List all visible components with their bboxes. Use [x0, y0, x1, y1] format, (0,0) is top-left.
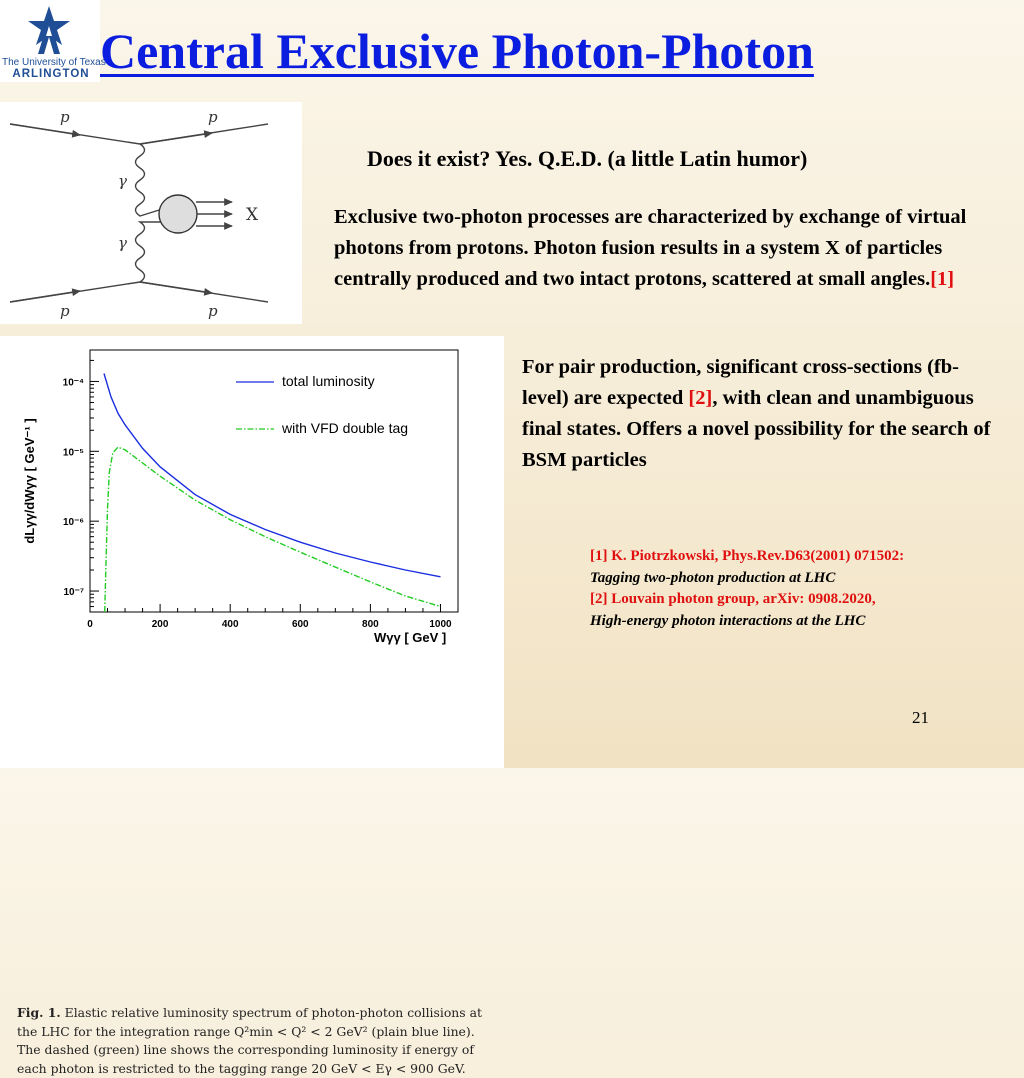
plot-frame: [89, 349, 459, 613]
y-axis-label: dLγγ/dWγγ [ GeV⁻¹ ]: [22, 418, 37, 543]
paragraph-two-photon: Exclusive two-photon processes are chara…: [334, 202, 994, 295]
x-tick-label: 600: [292, 619, 309, 630]
reference-1-title: Tagging two-photon production at LHC: [590, 569, 836, 586]
star-a-logo-icon: [28, 6, 70, 54]
y-tick-label: 10⁻⁷: [63, 587, 84, 598]
paragraph-pair-text-b: , with clean and unambiguous final state…: [522, 387, 991, 471]
feynman-diagram: p p p p γ γ X: [0, 102, 302, 324]
legend-total-luminosity: total luminosity: [282, 373, 375, 389]
x-tick-label: 0: [87, 619, 93, 630]
label-x: X: [246, 205, 259, 225]
x-tick-label: 1000: [429, 619, 452, 630]
ref-2-link[interactable]: [2]: [688, 387, 713, 409]
exist-line: Does it exist? Yes. Q.E.D. (a little Lat…: [367, 146, 808, 171]
reference-1: [1] K. Piotrzkowski, Phys.Rev.D63(2001) …: [590, 548, 905, 564]
paragraph-two-photon-text: Exclusive two-photon processes are chara…: [334, 206, 967, 290]
label-gamma-top: γ: [118, 172, 127, 190]
logo-university-text: The University of Texas: [2, 57, 106, 68]
luminosity-chart: 0 200 400 600 800 1000 10⁻⁴ 10⁻⁵ 10⁻⁶ 10⁻⁷ total…: [22, 349, 459, 645]
y-tick-label: 10⁻⁵: [63, 447, 84, 458]
y-tick-label: 10⁻⁶: [63, 517, 84, 528]
references: [1] K. Piotrzkowski, Phys.Rev.D63(2001) …: [590, 546, 1010, 632]
label-p-out-top: p: [208, 108, 218, 126]
label-p-in-top: p: [60, 108, 70, 126]
reference-2-title: High-energy photon interactions at the L…: [590, 612, 866, 629]
x-axis-label: Wγγ [ GeV ]: [374, 630, 446, 645]
series-total-luminosity-line: [103, 373, 441, 578]
x-tick-label: 200: [152, 619, 169, 630]
reference-2: [2] Louvain photon group, arXiv: 0908.20…: [590, 591, 876, 607]
logo-arlington-text: ARLINGTON: [12, 68, 90, 80]
y-tick-label: 10⁻⁴: [63, 377, 84, 388]
label-gamma-bottom: γ: [118, 234, 127, 252]
x-tick-label: 800: [362, 619, 379, 630]
label-p-out-bottom: p: [208, 302, 218, 320]
caption-text: Elastic relative luminosity spectrum of …: [17, 1005, 482, 1076]
label-p-in-bottom: p: [60, 302, 70, 320]
legend-vfd-double-tag: with VFD double tag: [281, 420, 408, 436]
ref-1-link[interactable]: [1]: [930, 268, 955, 290]
paragraph-pair-production: For pair production, significant cross-s…: [522, 352, 1002, 476]
uta-logo: The University of Texas ARLINGTON: [0, 0, 106, 82]
figure-caption: Fig. 1. Elastic relative luminosity spec…: [17, 1004, 487, 1078]
caption-fig-label: Fig. 1.: [17, 1005, 61, 1020]
page-number: 21: [912, 708, 929, 727]
slide-title: Central Exclusive Photon-Photon: [100, 23, 814, 79]
x-tick-label: 400: [222, 619, 239, 630]
series-vfd-double-tag-line: [104, 446, 441, 613]
luminosity-figure: 0 200 400 600 800 1000 10⁻⁴ 10⁻⁵ 10⁻⁶ 10⁻⁷ total…: [0, 336, 504, 1076]
paragraph-pair-text-a: For pair production, significant cross-s…: [522, 356, 959, 409]
